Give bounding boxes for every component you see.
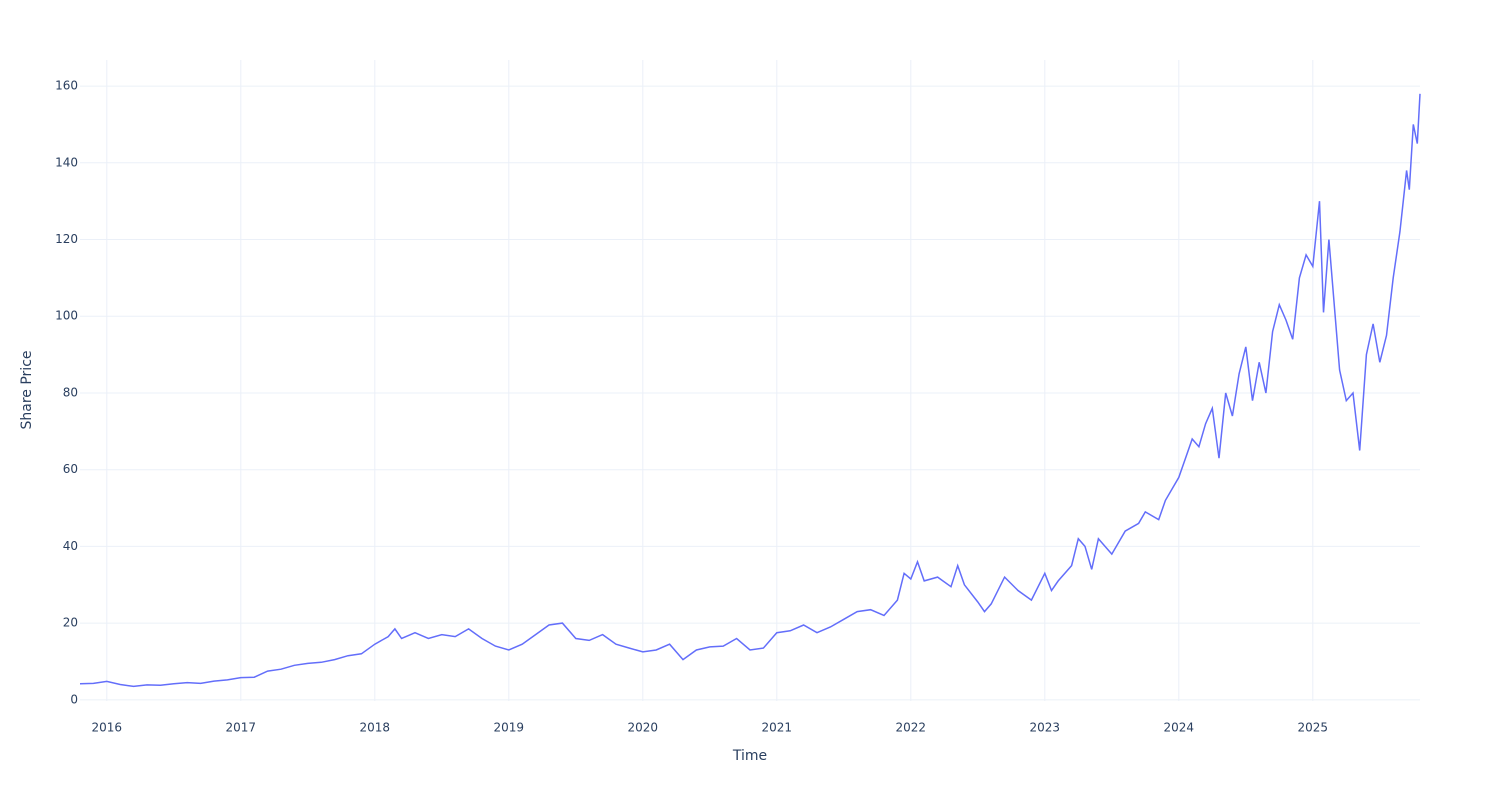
y-tick-label: 20: [63, 616, 78, 630]
x-tick-label: 2023: [1030, 721, 1061, 735]
y-tick-label: 40: [63, 539, 78, 553]
x-tick-label: 2024: [1164, 721, 1195, 735]
y-axis-title: Share Price: [19, 350, 35, 429]
y-tick-label: 80: [63, 385, 78, 399]
y-tick-label: 0: [70, 692, 78, 706]
x-tick-label: 2020: [628, 721, 659, 735]
y-tick-label: 160: [55, 79, 78, 93]
y-tick-label: 140: [55, 155, 78, 169]
x-tick-label: 2025: [1298, 721, 1329, 735]
x-tick-label: 2021: [762, 721, 793, 735]
x-tick-label: 2017: [226, 721, 257, 735]
x-tick-label: 2018: [360, 721, 391, 735]
x-axis-title: Time: [732, 748, 767, 764]
x-tick-label: 2016: [92, 721, 123, 735]
x-tick-label: 2022: [896, 721, 927, 735]
y-tick-label: 120: [55, 232, 78, 246]
x-tick-label: 2019: [494, 721, 525, 735]
price-line: [79, 93, 1421, 688]
y-tick-label: 60: [63, 462, 78, 476]
y-tick-label: 100: [55, 309, 78, 323]
